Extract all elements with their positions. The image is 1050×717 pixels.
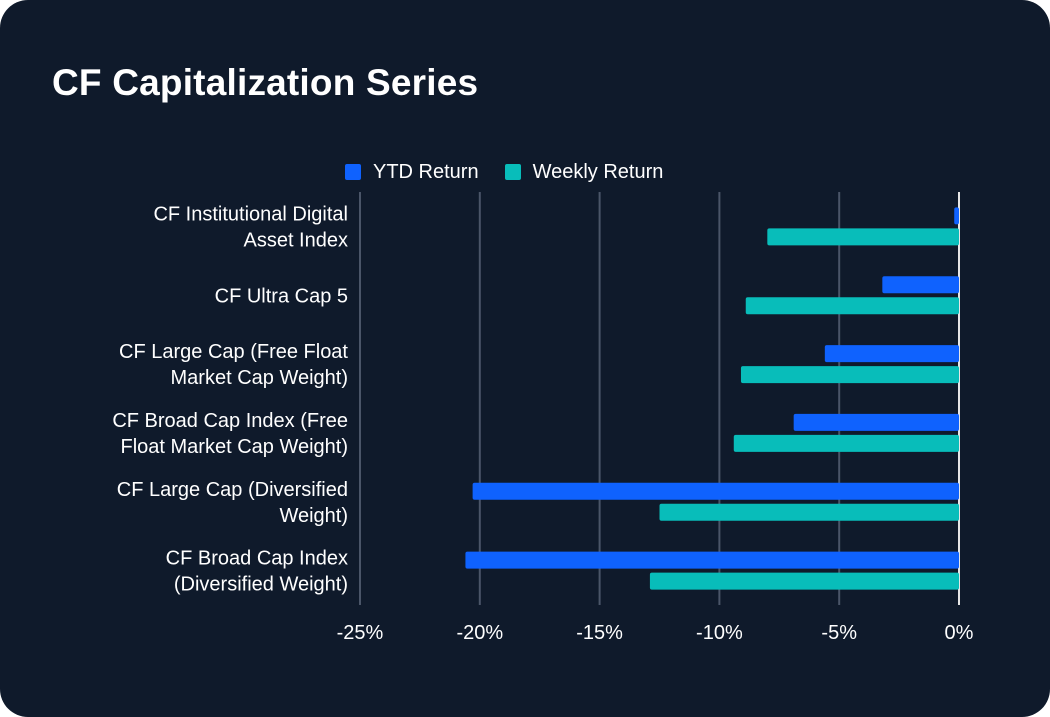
bar-weekly [767,228,959,246]
bar-weekly [733,434,959,452]
x-tick-label: -5% [821,622,857,644]
bar-ytd [882,276,959,294]
category-label: CF Large Cap (Diversified [117,479,348,501]
legend-swatch-weekly [504,164,521,180]
bar-ytd [472,482,959,500]
legend-label-weekly: Weekly Return [532,160,664,183]
bar-weekly [659,503,959,521]
category-label: CF Large Cap (Free Float [119,341,348,363]
category-label: Market Cap Weight) [171,367,348,389]
chart-title: CF Capitalization Series [52,62,479,103]
category-label: (Diversified Weight) [174,574,348,596]
bar-ytd [824,345,959,363]
bar-weekly [649,572,959,590]
bar-weekly [745,297,959,315]
x-tick-label: -10% [696,622,743,644]
bar-ytd [465,551,959,569]
bar-ytd [793,413,959,431]
x-tick-label: -25% [337,622,384,644]
category-label: Asset Index [243,229,348,251]
legend-item-ytd[interactable]: YTD Return [345,161,479,184]
x-tick-label: -15% [576,622,623,644]
legend-label-ytd: YTD Return [373,160,479,183]
category-label: CF Broad Cap Index [166,548,348,570]
legend-item-weekly[interactable]: Weekly Return [504,160,664,184]
legend: YTD Return Weekly Return [345,160,689,184]
category-label: CF Broad Cap Index (Free [112,410,348,432]
bar-weekly [740,366,959,384]
x-tick-label: -20% [456,622,503,644]
category-label: CF Institutional Digital [153,203,348,225]
legend-swatch-ytd [345,164,361,180]
category-label: Weight) [279,505,348,527]
category-label: CF Ultra Cap 5 [215,285,348,307]
x-tick-label: 0% [945,622,974,644]
category-label: Float Market Cap Weight) [121,436,349,458]
bar-ytd [954,207,959,225]
